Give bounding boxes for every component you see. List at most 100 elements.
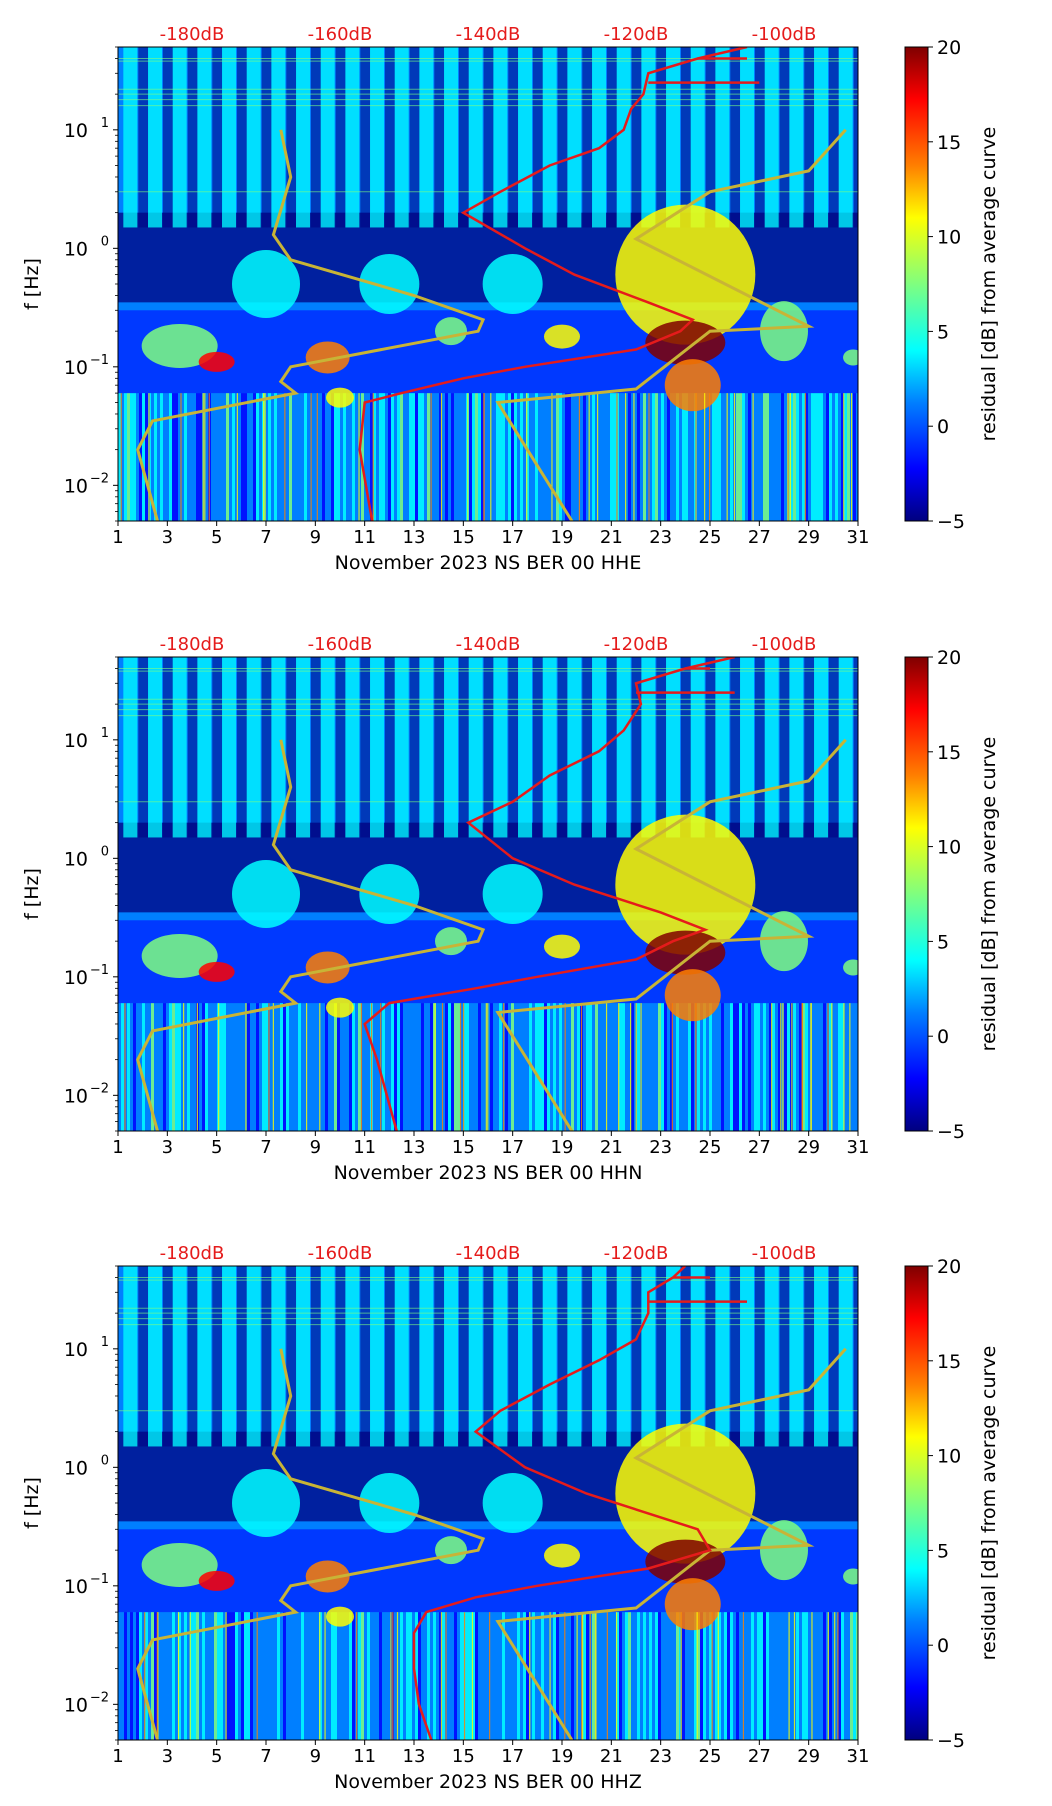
microseism-peak	[645, 1539, 726, 1584]
spectrogram-stripe	[256, 393, 259, 521]
diurnal-column	[394, 1266, 409, 1447]
spectrogram-stripe	[352, 1612, 355, 1740]
spectrogram-stripe	[454, 1612, 457, 1740]
spectrogram-stripe	[790, 393, 793, 521]
spectrogram-stripe	[571, 393, 574, 521]
colorbar	[904, 656, 929, 1132]
spectrogram-stripe	[421, 393, 424, 521]
spectrogram-stripe	[805, 1003, 808, 1131]
y-tick-exponent: −2	[90, 1081, 109, 1096]
diurnal-column	[518, 657, 532, 838]
spectrogram-stripe	[628, 1612, 631, 1740]
spectrogram-stripe	[460, 1612, 463, 1740]
spectrogram-stripe	[544, 1612, 547, 1740]
spectrogram-stripe	[262, 1612, 265, 1740]
spectrogram-stripe	[769, 1003, 772, 1131]
spectrogram-stripe	[397, 1003, 400, 1131]
spectrogram-stripe	[817, 393, 820, 521]
spectrogram-stripe	[265, 1003, 268, 1131]
spectrogram-stripe	[664, 1612, 667, 1740]
microseism-peak	[544, 324, 580, 349]
spectrogram-stripe	[205, 1003, 208, 1131]
spectrogram-stripe	[442, 1612, 445, 1740]
spectrogram-stripe	[751, 393, 754, 521]
diurnal-column	[320, 47, 335, 228]
spectrogram-stripe	[691, 1003, 694, 1131]
spectrogram-stripe	[280, 1612, 283, 1740]
spectrogram-stripe	[220, 1612, 223, 1740]
spectrogram-stripe	[181, 1003, 184, 1131]
spectrogram-stripe	[412, 1003, 415, 1131]
x-tick-label: 25	[699, 527, 722, 548]
spectrogram-stripe	[307, 1003, 310, 1131]
diurnal-column	[148, 657, 162, 838]
spectrogram-stripe	[676, 393, 679, 521]
spectrogram-stripe	[559, 1003, 562, 1131]
y-tick-exponent: 0	[101, 844, 109, 859]
spectrogram-stripe	[379, 393, 382, 521]
spectrogram-stripe	[853, 1003, 856, 1131]
spectrogram-stripe	[157, 1003, 160, 1131]
spectrogram-stripe	[130, 1612, 133, 1740]
spectrogram-stripe	[214, 1612, 217, 1740]
spectrogram-stripe	[727, 1003, 730, 1131]
diurnal-column	[814, 1266, 828, 1447]
spectrogram-stripe	[298, 1612, 301, 1740]
x-tick-label: 27	[748, 1137, 771, 1158]
microseism-peak	[232, 1469, 300, 1537]
spectrogram-quiet-band	[118, 920, 858, 1004]
diurnal-gap	[212, 47, 223, 228]
microseism-peak	[435, 927, 467, 956]
spectrogram-stripe	[178, 1003, 181, 1131]
spectrogram-stripe	[325, 393, 328, 521]
spectrogram-stripe	[799, 393, 802, 521]
spectrogram-stripe	[607, 1612, 610, 1740]
spectrogram-stripe	[526, 1612, 529, 1740]
diurnal-column	[320, 657, 335, 838]
spectrogram-stripe	[130, 393, 133, 521]
colorbar-tick-label: 15	[937, 1351, 961, 1373]
diurnal-column	[592, 47, 606, 228]
diurnal-gap	[459, 47, 469, 228]
x-tick-label: 17	[501, 1746, 524, 1767]
spectrogram-stripe	[373, 1003, 376, 1131]
diurnal-gap	[705, 1266, 716, 1447]
spectrogram-stripe	[373, 393, 376, 521]
diurnal-column	[172, 657, 187, 838]
spectrogram-stripe	[481, 393, 484, 521]
spectrogram-stripe	[118, 1612, 121, 1740]
spectrogram-stripe	[727, 393, 730, 521]
spectrogram-stripe	[472, 1003, 475, 1131]
spectrogram-stripe	[547, 1612, 550, 1740]
spectrogram-stripe	[652, 393, 655, 521]
spectrogram-stripe	[805, 1612, 808, 1740]
spectrogram-stripe	[328, 393, 331, 521]
diurnal-gap	[459, 1266, 469, 1447]
spectrogram-stripe	[616, 1003, 619, 1131]
diurnal-column	[148, 47, 162, 228]
spectrogram-stripe	[238, 393, 241, 521]
spectrogram-stripe	[601, 1612, 604, 1740]
spectrogram-stripe	[283, 1003, 286, 1131]
spectrogram-stripe	[184, 393, 187, 521]
microseism-peak	[482, 864, 543, 924]
spectrogram-stripe	[646, 1612, 649, 1740]
spectrogram-stripe	[490, 1612, 493, 1740]
spectrogram-stripe	[655, 393, 658, 521]
spectrogram-stripe	[823, 1612, 826, 1740]
spectrogram-stripe	[754, 1003, 757, 1131]
spectrogram-stripe	[403, 1612, 406, 1740]
spectrogram-stripe	[508, 1003, 511, 1131]
spectrogram-stripe	[778, 393, 781, 521]
diurnal-column	[764, 47, 779, 228]
spectrogram-stripe	[589, 1003, 592, 1131]
spectrogram-stripe	[439, 393, 442, 521]
spectrogram-stripe	[835, 1612, 838, 1740]
spectrogram-stripe	[400, 1003, 403, 1131]
diurnal-column	[271, 47, 286, 228]
spectrogram-stripe	[340, 393, 343, 521]
spectrogram-stripe	[313, 1612, 316, 1740]
spectrogram-stripe	[385, 1612, 388, 1740]
spectrogram-stripe	[748, 1003, 751, 1131]
